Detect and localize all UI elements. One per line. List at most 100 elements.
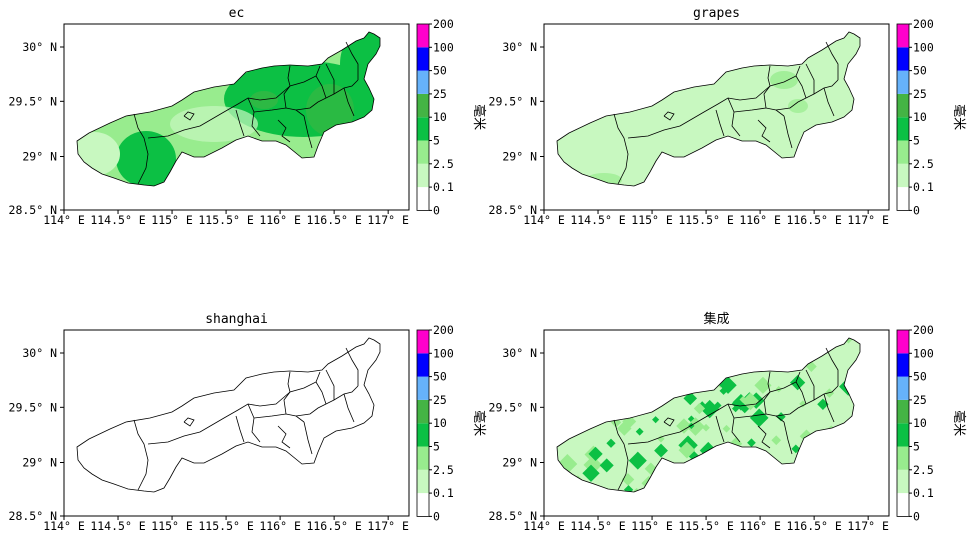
x-tick-label: 115° E <box>631 519 673 533</box>
colorbar-level-label: 50 <box>433 64 447 78</box>
colorbar-swatch <box>897 70 909 94</box>
colorbar-swatch <box>417 163 429 188</box>
map-area-shanghai <box>77 338 380 492</box>
colorbar-level-label: 5 <box>913 134 920 148</box>
axes-frame-ensemble <box>543 329 890 517</box>
colorbar-swatch <box>417 117 429 141</box>
x-tick-label: 117° E <box>847 519 889 533</box>
y-tick-label: 29° N <box>22 150 57 164</box>
colorbar-unit-label: 毫米 <box>951 410 967 436</box>
colorbar-level-label: 100 <box>433 346 454 360</box>
y-tick-label: 29.5° N <box>9 400 58 414</box>
colorbar-swatch <box>897 493 909 517</box>
colorbar-swatch <box>417 399 429 424</box>
y-tick-label: 30° N <box>22 346 57 360</box>
y-tick-label: 28.5° N <box>489 203 538 217</box>
axes-frame-shanghai <box>63 329 410 517</box>
colorbar-swatch <box>897 446 909 470</box>
colorbar-swatch <box>897 353 909 377</box>
colorbar-level-label: 25 <box>433 393 447 407</box>
x-tick-label: 116° E <box>259 519 301 533</box>
colorbar-swatch <box>897 47 909 71</box>
colorbar-level-label: 100 <box>913 40 934 54</box>
y-tick-label: 28.5° N <box>489 509 538 523</box>
colorbar-level-label: 200 <box>433 323 454 337</box>
colorbar-level-label: 50 <box>913 64 927 78</box>
county-boundaries-shanghai <box>77 338 380 492</box>
y-tick-label: 29.5° N <box>489 400 538 414</box>
colorbar-unit-label: 毫米 <box>951 104 967 130</box>
x-tick-label: 115.5° E <box>678 519 733 533</box>
panel-title-ensemble: 集成 <box>703 311 729 327</box>
colorbar-level-label: 200 <box>913 323 934 337</box>
colorbar-level-label: 25 <box>913 393 927 407</box>
colorbar-swatch <box>417 187 429 211</box>
x-tick-label: 114° E <box>523 519 565 533</box>
colorbar-level-label: 2.5 <box>913 157 934 171</box>
axes-frame-ec <box>63 23 410 211</box>
colorbar-level-label: 50 <box>913 370 927 384</box>
colorbar-swatch <box>417 24 429 48</box>
y-tick-label: 30° N <box>22 40 57 54</box>
colorbar-level-label: 10 <box>913 416 927 430</box>
colorbar-swatch <box>897 187 909 211</box>
x-tick-label: 114.5° E <box>570 213 625 227</box>
colorbar-level-label: 0.1 <box>433 180 454 194</box>
x-tick-label: 115.5° E <box>678 213 733 227</box>
precip-fill-grapes <box>557 32 860 186</box>
colorbar-swatch <box>417 493 429 517</box>
colorbar-level-label: 25 <box>913 87 927 101</box>
colorbar-swatch <box>897 376 909 400</box>
colorbar-swatch <box>897 469 909 494</box>
x-tick-label: 115.5° E <box>198 519 253 533</box>
colorbar-swatch <box>897 399 909 424</box>
map-area-grapes <box>544 24 889 210</box>
colorbar-level-label: 5 <box>913 440 920 454</box>
map-panel-ensemble: 集成 114° E 114.5° E 115° E 115.5° E 116° E 116.… <box>489 311 967 533</box>
colorbar-swatch <box>417 330 429 354</box>
colorbar-swatch <box>417 353 429 377</box>
y-tick-label: 29° N <box>502 456 537 470</box>
panel-title-grapes: grapes <box>693 6 740 21</box>
colorbar-level-label: 200 <box>913 17 934 31</box>
x-tick-label: 116.5° E <box>306 519 361 533</box>
panel-title-ec: ec <box>229 6 245 21</box>
x-tick-label: 117° E <box>367 213 409 227</box>
colorbar-level-label: 10 <box>433 416 447 430</box>
x-tick-label: 114° E <box>523 213 565 227</box>
colorbar-swatch <box>897 140 909 164</box>
x-tick-label: 114.5° E <box>90 519 145 533</box>
colorbar-swatch <box>417 47 429 71</box>
colorbar-level-label: 50 <box>433 370 447 384</box>
colorbar-swatch <box>417 469 429 494</box>
x-tick-label: 116.5° E <box>306 213 361 227</box>
colorbar-swatch <box>897 93 909 118</box>
y-tick-label: 29° N <box>502 150 537 164</box>
x-tick-label: 116° E <box>739 519 781 533</box>
colorbar-level-label: 2.5 <box>433 157 454 171</box>
colorbar-level-label: 100 <box>433 40 454 54</box>
colorbar-level-label: 0 <box>913 203 920 217</box>
colorbar-swatch <box>897 24 909 48</box>
colorbar-level-label: 10 <box>433 110 447 124</box>
colorbar-level-label: 0 <box>433 203 440 217</box>
colorbar-ensemble: 0 0.1 2.5 5 10 25 50 100 200 毫米 <box>896 323 967 523</box>
colorbar-swatch <box>417 376 429 400</box>
x-tick-label: 115° E <box>631 213 673 227</box>
axes-frame-grapes <box>543 23 890 211</box>
y-tick-label: 28.5° N <box>9 509 58 523</box>
y-tick-label: 29.5° N <box>9 94 58 108</box>
colorbar-level-label: 0.1 <box>913 180 934 194</box>
map-panel-shanghai: shanghai 114° E 114.5° E 115° E 115.5° E 116°… <box>9 312 487 533</box>
colorbar-level-label: 5 <box>433 440 440 454</box>
x-tick-label: 114° E <box>43 519 85 533</box>
x-tick-label: 115.5° E <box>198 213 253 227</box>
colorbar-level-label: 100 <box>913 346 934 360</box>
colorbar-shanghai: 0 0.1 2.5 5 10 25 50 100 200 毫米 <box>416 323 487 523</box>
colorbar-level-label: 5 <box>433 134 440 148</box>
x-tick-label: 115° E <box>151 519 193 533</box>
colorbar-level-label: 0 <box>433 509 440 523</box>
colorbar-swatch <box>417 423 429 447</box>
x-tick-label: 116.5° E <box>786 213 841 227</box>
